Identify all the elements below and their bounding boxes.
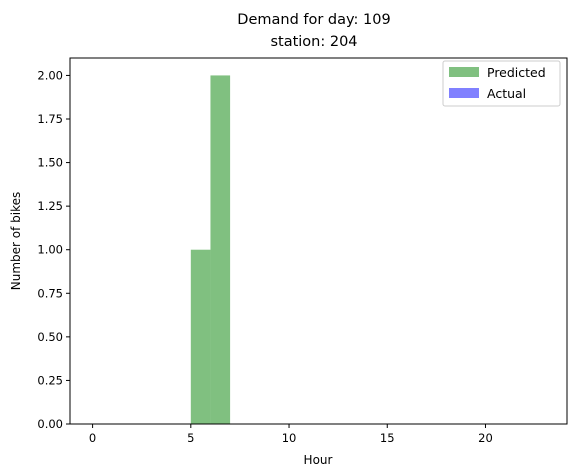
- x-tick-label: 5: [187, 431, 194, 445]
- y-tick-label: 0.75: [37, 286, 63, 300]
- legend-swatch-actual: [449, 88, 479, 98]
- chart-title-line-1: Demand for day: 109: [237, 12, 390, 28]
- y-axis-label: Number of bikes: [9, 192, 23, 291]
- plot-frame: [69, 57, 568, 425]
- legend-label-actual: Actual: [487, 86, 526, 101]
- x-tick-label: 15: [380, 431, 395, 445]
- x-axis-label: Hour: [304, 453, 333, 467]
- histogram-bars: [190, 75, 231, 424]
- bar-predicted-0: [190, 249, 211, 424]
- legend-label-predicted: Predicted: [487, 65, 546, 80]
- y-tick-label: 0.25: [37, 373, 63, 387]
- y-tick-label: 2.00: [37, 68, 63, 82]
- x-tick-label: 20: [478, 431, 493, 445]
- y-tick-label: 0.00: [37, 417, 63, 431]
- y-axis-ticks: 0.00 0.25 0.50 0.75 1.00 1.25 1.50 1.75 2.00: [37, 68, 70, 431]
- legend-swatch-predicted: [449, 67, 479, 77]
- x-axis-ticks: 0 5 10 15 20: [89, 424, 493, 445]
- chart-title-line-2: station: 204: [270, 34, 357, 50]
- y-tick-label: 1.00: [37, 243, 63, 257]
- legend: Predicted Actual: [442, 60, 561, 107]
- y-tick-label: 0.50: [37, 330, 63, 344]
- x-tick-label: 10: [282, 431, 297, 445]
- bar-predicted-1: [210, 75, 231, 424]
- y-tick-label: 1.50: [37, 156, 63, 170]
- y-tick-label: 1.75: [37, 112, 63, 126]
- y-tick-label: 1.25: [37, 199, 63, 213]
- x-tick-label: 0: [89, 431, 96, 445]
